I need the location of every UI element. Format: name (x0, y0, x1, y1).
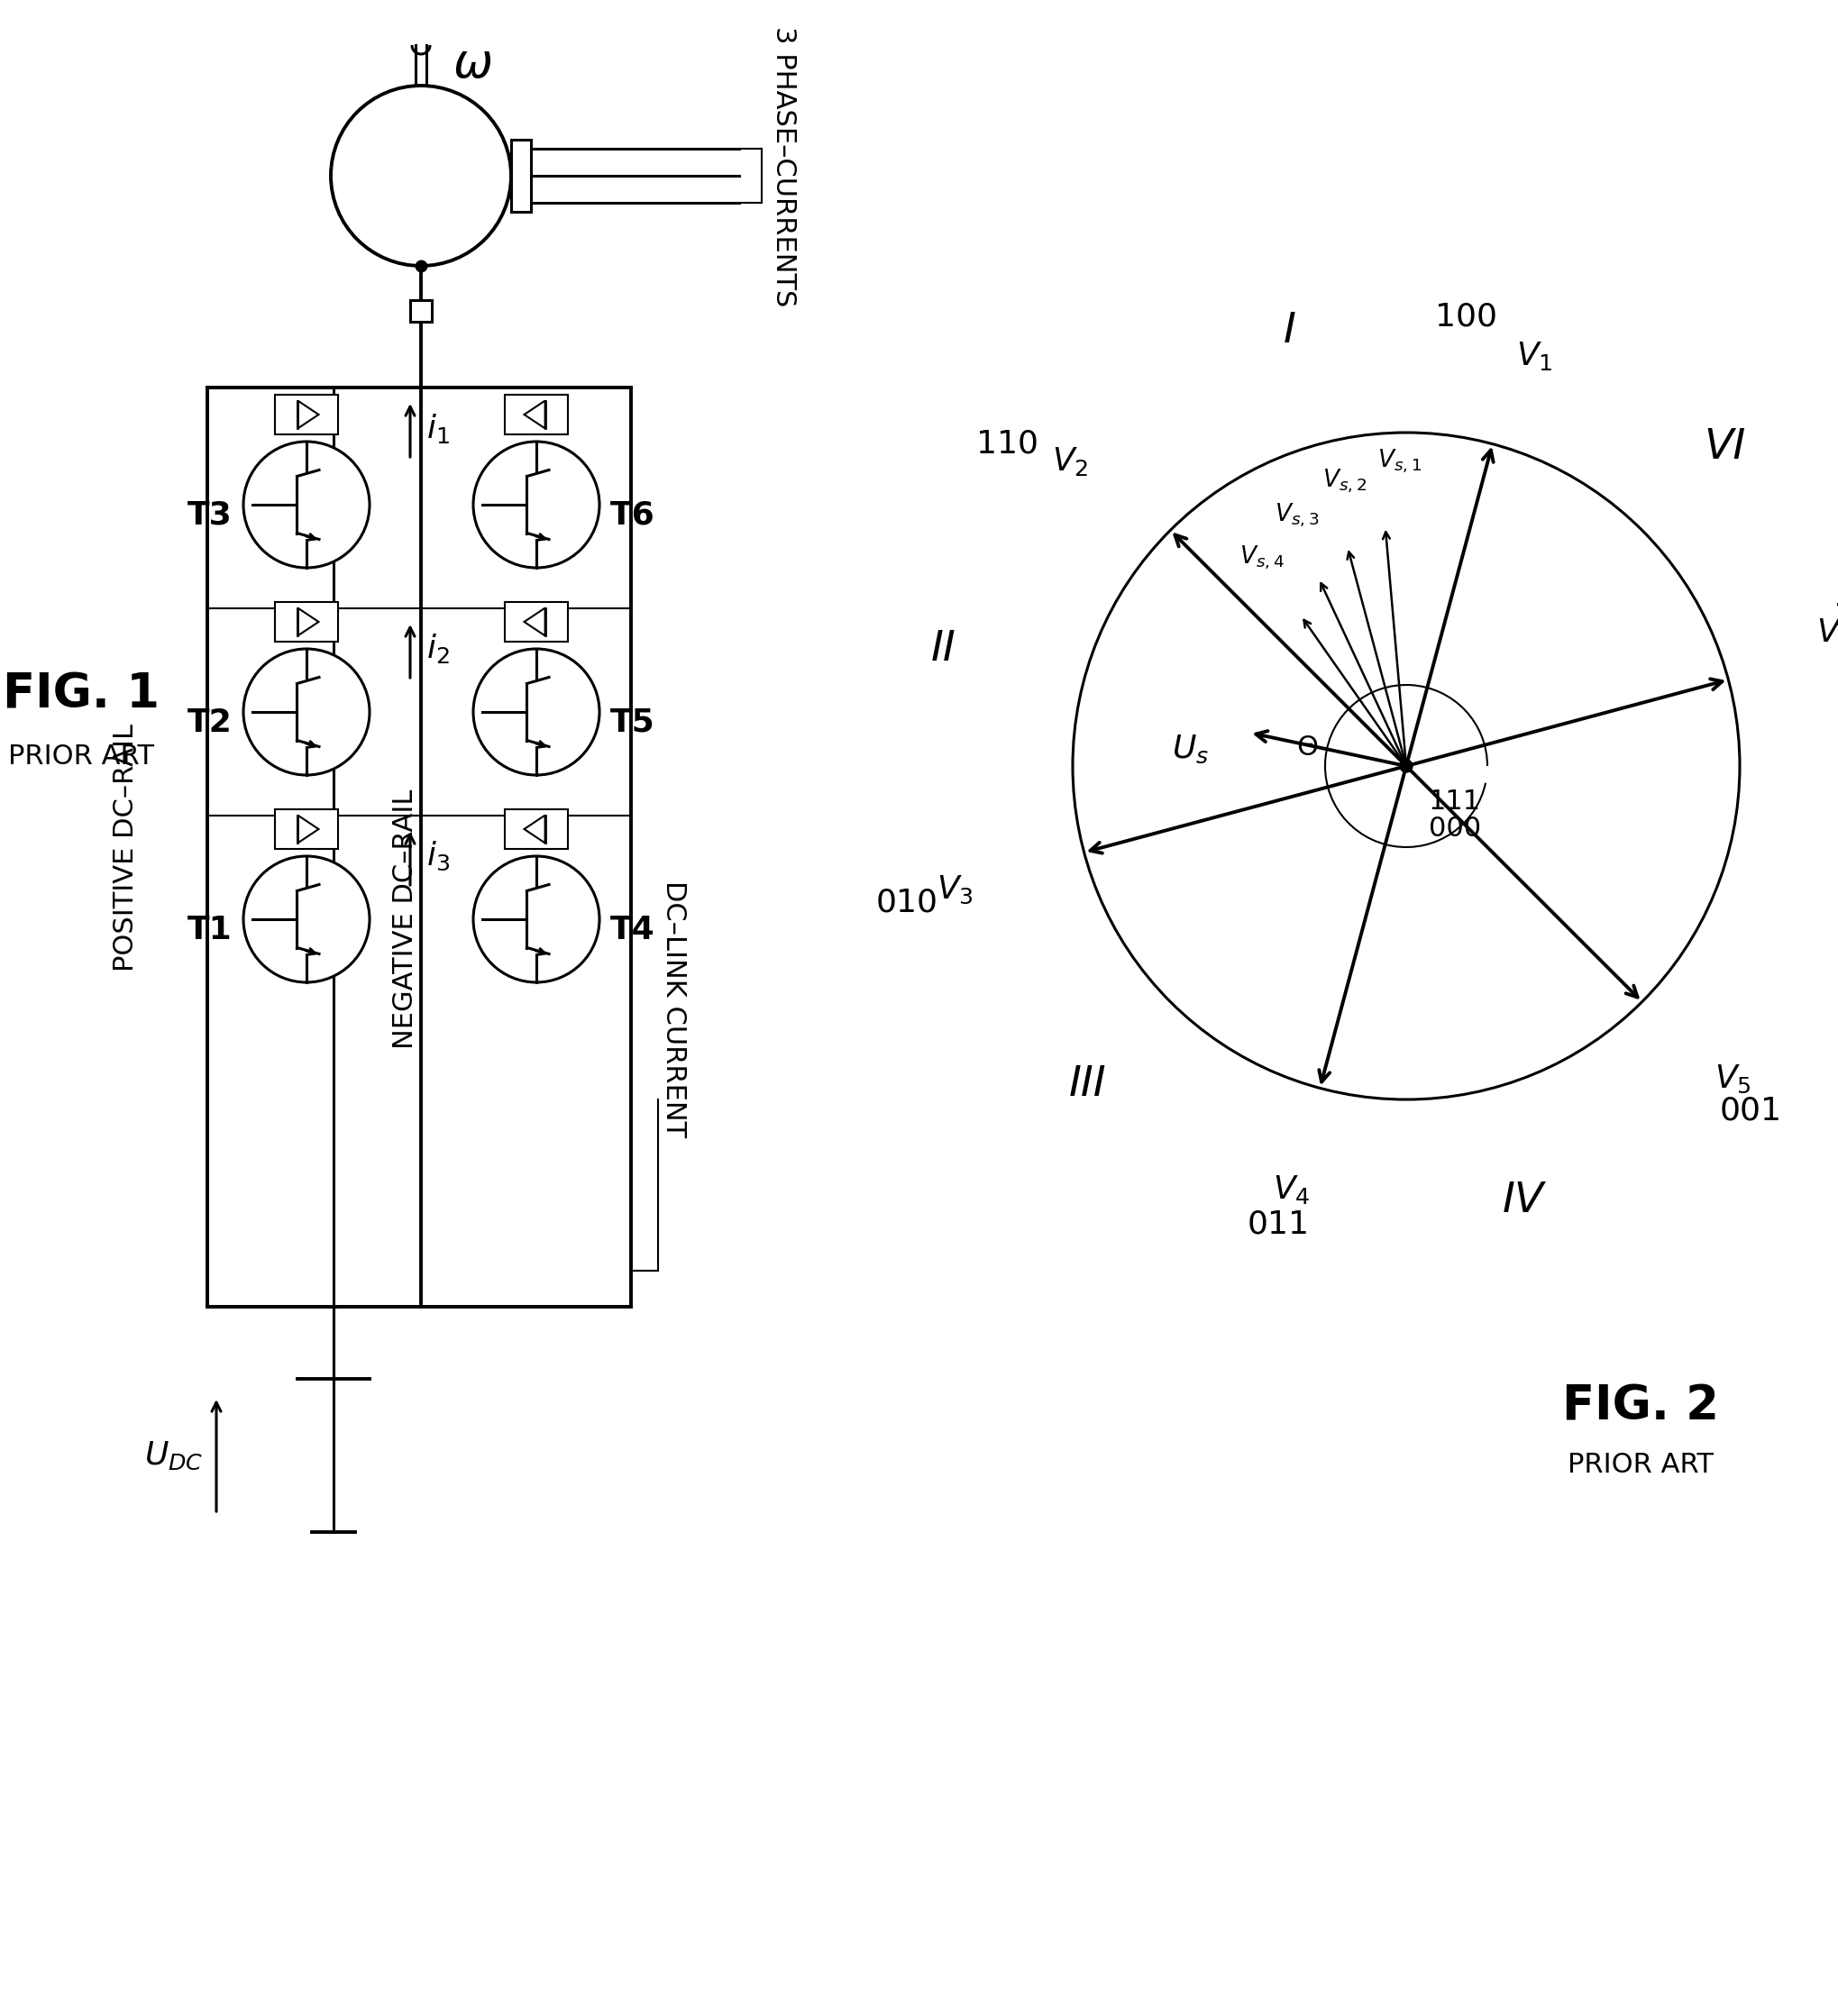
Bar (505, 603, 568, 641)
Text: III: III (1068, 1064, 1106, 1105)
Text: $U_{DC}$: $U_{DC}$ (143, 1439, 202, 1472)
Text: T6: T6 (610, 500, 654, 530)
Polygon shape (298, 609, 318, 635)
Text: I: I (1283, 310, 1296, 351)
Text: 011: 011 (1246, 1210, 1309, 1240)
Polygon shape (524, 609, 544, 635)
Circle shape (472, 649, 599, 774)
Circle shape (243, 649, 369, 774)
Circle shape (1072, 433, 1739, 1099)
Text: T3: T3 (187, 500, 232, 530)
Polygon shape (524, 814, 544, 843)
Text: $i_1$: $i_1$ (426, 411, 450, 446)
Bar (505, 808, 568, 849)
Circle shape (331, 85, 511, 266)
Circle shape (243, 857, 369, 982)
Bar (276, 808, 338, 849)
Text: $\omega$: $\omega$ (452, 40, 493, 87)
Text: $U_s$: $U_s$ (1171, 734, 1208, 764)
Text: 3 PHASE–CURRENTS: 3 PHASE–CURRENTS (770, 26, 798, 306)
Text: POSITIVE DC–RAIL: POSITIVE DC–RAIL (114, 724, 140, 972)
Text: $V_1$: $V_1$ (1516, 339, 1553, 373)
Text: T5: T5 (610, 708, 654, 738)
Circle shape (472, 442, 599, 569)
Text: FIG. 2: FIG. 2 (1562, 1383, 1719, 1429)
Text: $i_2$: $i_2$ (426, 633, 448, 665)
Text: 100: 100 (1434, 300, 1496, 333)
Text: FIG. 1: FIG. 1 (2, 671, 160, 718)
Polygon shape (298, 401, 318, 429)
Text: $V_3$: $V_3$ (937, 875, 972, 905)
Text: $V_{s,4}$: $V_{s,4}$ (1239, 544, 1283, 571)
Bar (511, 139, 531, 212)
Text: VI: VI (1704, 427, 1744, 468)
Circle shape (1399, 760, 1412, 772)
Text: T4: T4 (610, 915, 654, 946)
Text: $i_3$: $i_3$ (426, 841, 450, 873)
Text: $\Theta$: $\Theta$ (1296, 736, 1318, 762)
Text: $V_6$: $V_6$ (1816, 617, 1838, 649)
Text: IV: IV (1502, 1181, 1542, 1222)
Circle shape (472, 857, 599, 982)
Text: NEGATIVE DC–RAIL: NEGATIVE DC–RAIL (391, 790, 419, 1048)
Text: 000: 000 (1428, 816, 1480, 843)
Text: PRIOR ART: PRIOR ART (7, 744, 154, 770)
Text: 101: 101 (1832, 601, 1838, 631)
Text: $V_5$: $V_5$ (1713, 1062, 1750, 1095)
Text: T2: T2 (187, 708, 232, 738)
Circle shape (243, 442, 369, 569)
Text: 010: 010 (875, 887, 937, 917)
Polygon shape (298, 814, 318, 843)
Text: $V_{s,1}$: $V_{s,1}$ (1377, 448, 1421, 476)
Polygon shape (524, 401, 544, 429)
Text: $V_{s,2}$: $V_{s,2}$ (1322, 468, 1366, 494)
Text: $V_4$: $V_4$ (1272, 1173, 1309, 1206)
Bar (505, 395, 568, 433)
Text: $V_{s,3}$: $V_{s,3}$ (1274, 502, 1320, 528)
Text: 001: 001 (1719, 1095, 1781, 1125)
Text: PRIOR ART: PRIOR ART (1566, 1452, 1713, 1478)
Text: 111: 111 (1428, 788, 1480, 814)
Text: DC–LINK CURRENT: DC–LINK CURRENT (662, 881, 687, 1137)
Bar (276, 603, 338, 641)
Bar (410, 300, 432, 323)
Text: II: II (930, 629, 956, 669)
Text: $V_2$: $V_2$ (1051, 446, 1088, 478)
Text: 110: 110 (976, 429, 1038, 460)
Text: T1: T1 (187, 915, 232, 946)
Bar (276, 395, 338, 433)
